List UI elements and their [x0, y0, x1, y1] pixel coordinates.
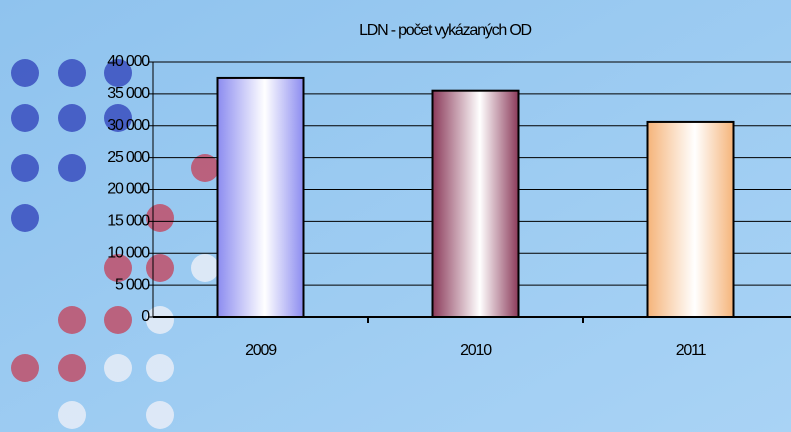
x-tick-label: 2010	[460, 342, 492, 359]
bar	[216, 76, 305, 318]
y-tick-label: 10 000	[107, 244, 150, 261]
y-tick-label: 15 000	[107, 213, 150, 230]
y-tick-label: 25 000	[107, 149, 150, 166]
x-tick-label: 2009	[245, 342, 277, 359]
x-tick-label: 2011	[676, 342, 707, 359]
y-tick-label: 35 000	[107, 85, 150, 102]
bar	[431, 89, 520, 318]
chart-title: LDN - počet vykázaných OD	[359, 22, 531, 39]
y-tick-label: 40 000	[107, 53, 150, 70]
decorative-dots	[11, 59, 219, 429]
y-tick-label: 30 000	[107, 117, 150, 134]
y-tick-label: 0	[141, 308, 150, 325]
y-tick-label: 20 000	[107, 181, 150, 198]
bar	[646, 120, 735, 318]
y-tick-label: 5 000	[115, 276, 150, 293]
